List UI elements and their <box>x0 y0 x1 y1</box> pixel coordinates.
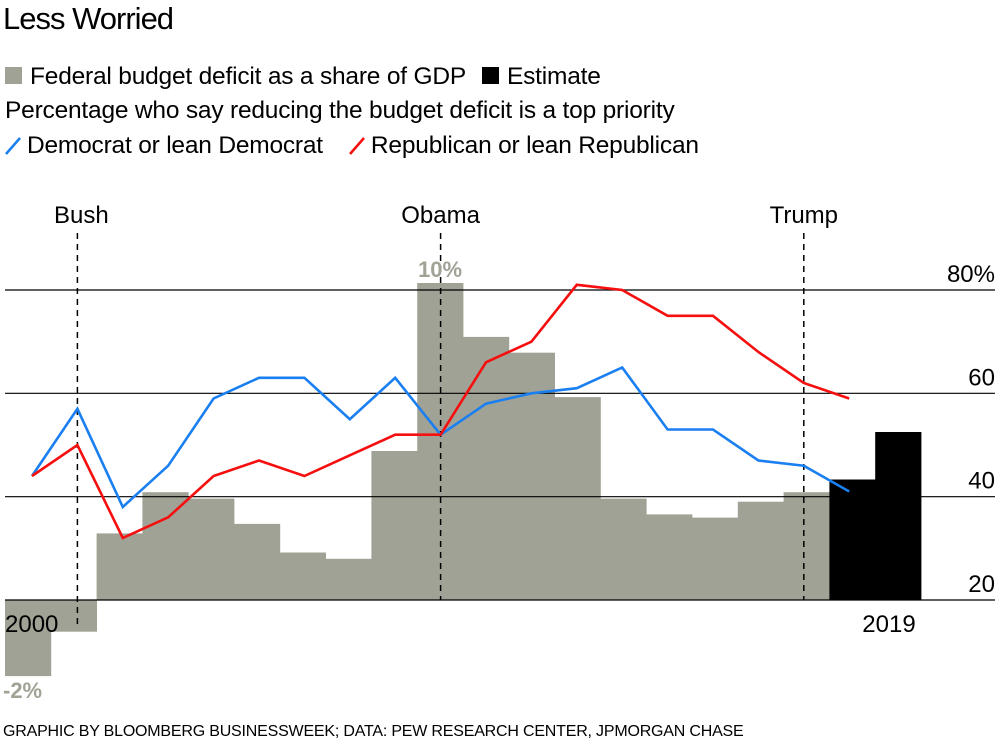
republican-line <box>31 283 850 540</box>
bar-annotation: -2% <box>3 678 42 703</box>
president-label-trump: Trump <box>770 202 838 229</box>
x-tick-label-start: 2000 <box>5 611 58 638</box>
president-label-obama: Obama <box>401 202 480 229</box>
legend-estimate-label: Estimate <box>506 63 601 90</box>
deficit-bar <box>371 451 418 600</box>
legend-bars: Federal budget deficit as a share of GDP… <box>5 62 601 92</box>
deficit-bar <box>96 533 143 600</box>
president-label-bush: Bush <box>54 202 109 229</box>
legend-democrat-label: Democrat or lean Democrat <box>27 132 323 159</box>
republican-line-swatch <box>348 137 365 155</box>
legend-lines: Democrat or lean Democrat Republican or l… <box>5 131 699 161</box>
deficit-bar <box>325 558 372 600</box>
chart-title: Less Worried <box>3 1 174 36</box>
deficit-bar <box>463 336 510 600</box>
deficit-bar <box>5 600 52 677</box>
deficit-bar <box>188 498 235 600</box>
y-tick-label: 20 <box>968 571 995 598</box>
x-tick-label-end: 2019 <box>862 611 915 638</box>
legend-deficit-label: Federal budget deficit as a share of GDP <box>30 63 466 90</box>
lines-layer <box>30 283 850 540</box>
deficit-bar <box>783 492 830 600</box>
deficit-bar <box>142 492 189 600</box>
source-credit: GRAPHIC BY BLOOMBERG BUSINESSWEEK; DATA:… <box>3 723 744 740</box>
deficit-bar <box>50 600 97 632</box>
legend-republican-label: Republican or lean Republican <box>370 132 699 159</box>
bar-annotation: 10% <box>418 257 462 282</box>
estimate-bar <box>875 432 922 600</box>
deficit-bar <box>554 397 601 600</box>
estimate-bar <box>829 479 876 600</box>
deficit-bar <box>600 498 647 600</box>
deficit-bar <box>692 517 739 600</box>
deficit-bar <box>646 514 693 600</box>
estimate-swatch <box>481 67 499 84</box>
legend-subtitle: Percentage who say reducing the budget d… <box>5 97 675 124</box>
y-tick-label: 40 <box>968 468 995 495</box>
deficit-swatch <box>5 67 22 84</box>
democrat-line-swatch <box>5 137 21 155</box>
y-tick-label: 80% <box>947 261 995 288</box>
grid-layer <box>5 289 995 601</box>
deficit-bar <box>508 352 555 600</box>
y-tick-label: 60 <box>968 364 995 391</box>
bars-layer <box>5 283 922 677</box>
deficit-bar <box>279 552 326 600</box>
labels-layer: 20 40 60 80% Bush Obama Trump -2% 10% 2000 2019 <box>3 202 995 703</box>
deficit-bar <box>234 523 281 600</box>
deficit-bar <box>737 501 784 600</box>
